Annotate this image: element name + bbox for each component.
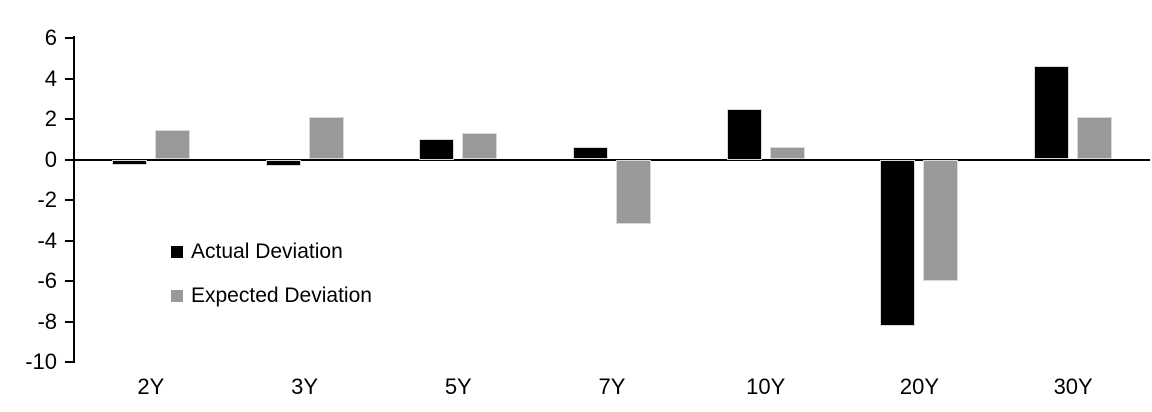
legend-swatch-actual-deviation-icon <box>171 245 183 258</box>
y-tick-mark <box>65 158 74 161</box>
y-tick-mark <box>65 199 74 201</box>
y-tick-label: -4 <box>37 227 57 253</box>
x-tick-label-2y: 2Y <box>137 374 165 399</box>
y-tick-label: 0 <box>44 146 57 172</box>
bar-actual-deviation-7y <box>573 147 608 160</box>
bar-expected-deviation-3y <box>308 116 344 160</box>
y-tick-label: -8 <box>37 308 57 334</box>
y-tick-mark <box>65 77 74 80</box>
bar-expected-deviation-20y <box>923 159 959 281</box>
bar-expected-deviation-7y <box>616 159 651 225</box>
bar-expected-deviation-2y <box>154 130 190 160</box>
y-tick-label: 2 <box>44 106 57 131</box>
legend-swatch-expected-deviation-icon <box>171 289 183 302</box>
y-tick-mark <box>65 280 74 282</box>
bar-actual-deviation-10y <box>726 108 762 160</box>
legend-label-expected-deviation: Expected Deviation <box>191 283 372 307</box>
y-axis-line <box>73 36 75 363</box>
legend-item-expected-deviation: Expected Deviation <box>171 283 372 308</box>
y-tick-mark <box>65 361 74 363</box>
x-tick-label-7y: 7Y <box>598 374 626 399</box>
bar-expected-deviation-5y <box>462 133 498 160</box>
legend-label-actual-deviation: Actual Deviation <box>191 239 343 263</box>
bar-actual-deviation-30y <box>1034 66 1070 160</box>
x-tick-label-5y: 5Y <box>444 374 472 399</box>
bar-actual-deviation-5y <box>419 139 455 160</box>
bar-actual-deviation-2y <box>111 159 147 165</box>
bar-expected-deviation-10y <box>769 147 805 160</box>
y-tick-label: 6 <box>44 25 57 50</box>
x-tick-label-10y: 10Y <box>746 374 786 399</box>
bar-expected-deviation-30y <box>1077 116 1113 160</box>
y-tick-label: -2 <box>37 187 57 212</box>
y-tick-mark <box>65 320 74 323</box>
y-tick-label: -6 <box>37 268 57 293</box>
x-axis-zero-line <box>73 158 1150 161</box>
y-tick-mark <box>65 239 74 242</box>
y-tick-label: -10 <box>25 349 57 374</box>
bar-actual-deviation-20y <box>880 159 916 326</box>
y-tick-label: 4 <box>44 65 57 91</box>
x-tick-label-30y: 30Y <box>1053 374 1093 399</box>
y-tick-mark <box>65 118 74 120</box>
legend: Actual Deviation Expected Deviation <box>171 239 372 327</box>
legend-item-actual-deviation: Actual Deviation <box>171 239 372 264</box>
y-tick-mark <box>65 37 74 39</box>
x-tick-label-3y: 3Y <box>291 374 319 399</box>
bar-actual-deviation-3y <box>265 159 301 166</box>
x-tick-label-20y: 20Y <box>899 374 939 399</box>
